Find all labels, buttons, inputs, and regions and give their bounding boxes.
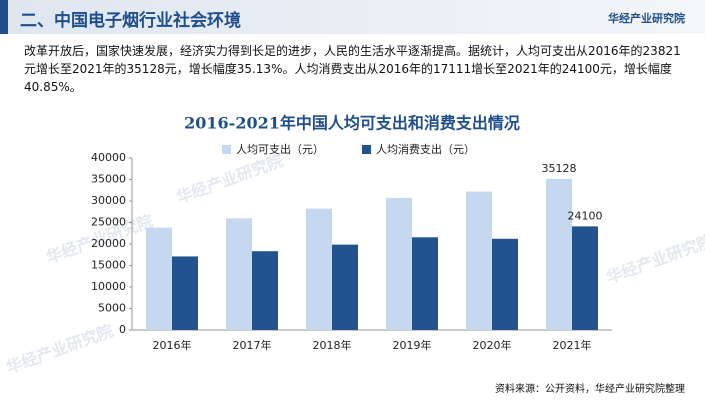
paragraph: 改革开放后，国家快速发展，经济实力得到长足的进步，人民的生活水平逐渐提高。据统计… bbox=[24, 44, 681, 94]
y-tick-label: 35000 bbox=[91, 173, 126, 186]
bar bbox=[386, 197, 412, 330]
bar bbox=[332, 244, 358, 330]
header: 二、中国电子烟行业社会环境 华经产业研究院 bbox=[0, 0, 705, 34]
bar bbox=[252, 251, 278, 330]
header-title: 二、中国电子烟行业社会环境 bbox=[20, 11, 241, 31]
x-tick-label: 2020年 bbox=[473, 338, 512, 352]
bar bbox=[572, 226, 598, 330]
bar bbox=[492, 238, 518, 330]
data-label: 24100 bbox=[568, 209, 603, 222]
legend-label: 人均可支出（元） bbox=[236, 142, 324, 156]
chart-title: 2016-2021年中国人均可支出和消费支出情况 bbox=[184, 114, 520, 133]
y-tick-label: 0 bbox=[119, 323, 126, 336]
bar bbox=[306, 208, 332, 330]
watermark: 华经产业研究院 bbox=[604, 231, 705, 287]
x-tick-label: 2018年 bbox=[313, 338, 352, 352]
bar bbox=[546, 178, 572, 330]
watermark: 华经产业研究院 bbox=[174, 151, 286, 207]
y-tick-label: 40000 bbox=[91, 151, 126, 164]
y-tick-label: 10000 bbox=[91, 280, 126, 293]
y-tick-label: 20000 bbox=[91, 237, 126, 250]
x-tick-label: 2016年 bbox=[153, 338, 192, 352]
y-tick-label: 5000 bbox=[98, 302, 126, 315]
bar bbox=[146, 227, 172, 330]
x-tick-label: 2017年 bbox=[233, 338, 272, 352]
legend-swatch bbox=[222, 145, 231, 154]
data-label: 35128 bbox=[542, 162, 577, 175]
y-tick-label: 15000 bbox=[91, 259, 126, 272]
x-tick-label: 2021年 bbox=[553, 338, 592, 352]
y-tick-label: 30000 bbox=[91, 194, 126, 207]
watermark: 华经产业研究院 bbox=[4, 321, 116, 377]
legend-label: 人均消费支出（元） bbox=[376, 142, 475, 156]
header-stripe bbox=[0, 0, 8, 34]
bar bbox=[172, 256, 198, 330]
x-tick-label: 2019年 bbox=[393, 338, 432, 352]
y-tick-label: 25000 bbox=[91, 216, 126, 229]
source: 资料来源：公开资料，华经产业研究院整理 bbox=[495, 384, 685, 395]
legend-swatch bbox=[362, 145, 371, 154]
logo: 华经产业研究院 bbox=[608, 12, 685, 25]
bar bbox=[466, 191, 492, 330]
bar bbox=[412, 237, 438, 330]
bar bbox=[226, 218, 252, 330]
